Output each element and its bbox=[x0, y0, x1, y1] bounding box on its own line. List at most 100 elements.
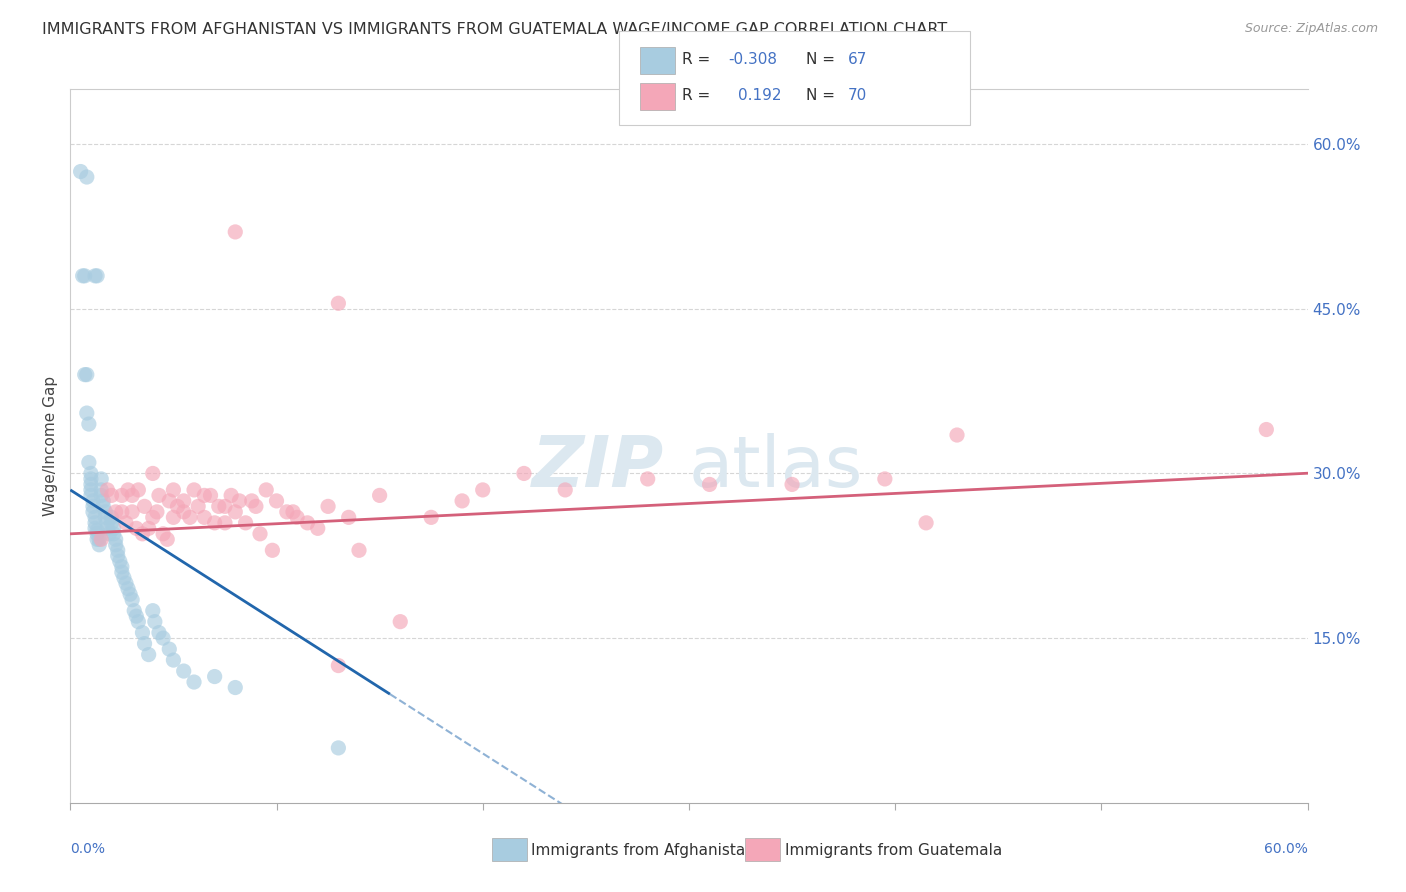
Point bbox=[471, 483, 494, 497]
Point bbox=[276, 505, 298, 519]
Point bbox=[82, 500, 104, 514]
Point bbox=[328, 296, 350, 310]
Text: Source: ZipAtlas.com: Source: ZipAtlas.com bbox=[1244, 22, 1378, 36]
Point bbox=[200, 488, 222, 502]
Point bbox=[307, 521, 329, 535]
Point bbox=[89, 538, 111, 552]
Point bbox=[86, 268, 108, 283]
Text: 0.0%: 0.0% bbox=[70, 842, 105, 856]
Point bbox=[157, 642, 180, 657]
Point bbox=[96, 521, 118, 535]
Point bbox=[513, 467, 536, 481]
Text: 67: 67 bbox=[848, 53, 868, 67]
Point bbox=[266, 494, 288, 508]
Point bbox=[104, 533, 127, 547]
Point bbox=[138, 521, 160, 535]
Point bbox=[262, 543, 284, 558]
Point bbox=[96, 516, 118, 530]
Point bbox=[245, 500, 267, 514]
Point bbox=[127, 615, 149, 629]
Point bbox=[146, 505, 169, 519]
Text: 70: 70 bbox=[848, 88, 868, 103]
Point bbox=[162, 483, 184, 497]
Point bbox=[254, 483, 277, 497]
Point bbox=[337, 510, 360, 524]
Point bbox=[115, 576, 138, 591]
Point bbox=[162, 653, 184, 667]
Point bbox=[285, 510, 308, 524]
Text: N =: N = bbox=[806, 53, 839, 67]
Point bbox=[156, 533, 179, 547]
Point bbox=[142, 604, 165, 618]
Point bbox=[131, 526, 153, 541]
Text: N =: N = bbox=[806, 88, 839, 103]
Point bbox=[90, 533, 112, 547]
Text: Immigrants from Afghanistan: Immigrants from Afghanistan bbox=[531, 843, 755, 857]
Point bbox=[347, 543, 370, 558]
Point bbox=[121, 488, 143, 502]
Text: -0.308: -0.308 bbox=[728, 53, 778, 67]
Point bbox=[73, 368, 96, 382]
Point bbox=[162, 510, 184, 524]
Point bbox=[69, 164, 91, 178]
Text: IMMIGRANTS FROM AFGHANISTAN VS IMMIGRANTS FROM GUATEMALA WAGE/INCOME GAP CORRELA: IMMIGRANTS FROM AFGHANISTAN VS IMMIGRANT… bbox=[42, 22, 948, 37]
Point bbox=[328, 658, 350, 673]
Point bbox=[82, 505, 104, 519]
Point bbox=[193, 510, 215, 524]
Point bbox=[183, 675, 205, 690]
Point bbox=[780, 477, 803, 491]
Point bbox=[77, 417, 100, 431]
Point bbox=[240, 494, 263, 508]
Text: ZIP: ZIP bbox=[531, 433, 664, 502]
Point bbox=[316, 500, 339, 514]
Point bbox=[297, 516, 319, 530]
Point bbox=[204, 516, 226, 530]
Point bbox=[117, 582, 139, 596]
Point bbox=[84, 268, 107, 283]
Point bbox=[86, 533, 108, 547]
Point bbox=[637, 472, 659, 486]
Point bbox=[121, 592, 143, 607]
Y-axis label: Wage/Income Gap: Wage/Income Gap bbox=[44, 376, 59, 516]
Point bbox=[152, 631, 174, 645]
Point bbox=[111, 566, 134, 580]
Point bbox=[224, 505, 246, 519]
Point bbox=[80, 477, 103, 491]
Point bbox=[90, 488, 112, 502]
Point bbox=[193, 488, 215, 502]
Point bbox=[143, 615, 166, 629]
Point bbox=[179, 510, 201, 524]
Point bbox=[111, 505, 134, 519]
Point bbox=[120, 587, 142, 601]
Point bbox=[148, 625, 170, 640]
Point bbox=[89, 533, 111, 547]
Point bbox=[214, 500, 236, 514]
Text: Immigrants from Guatemala: Immigrants from Guatemala bbox=[785, 843, 1002, 857]
Text: R =: R = bbox=[682, 53, 716, 67]
Point bbox=[76, 406, 98, 420]
Point bbox=[142, 467, 165, 481]
Point bbox=[104, 538, 127, 552]
Point bbox=[121, 505, 143, 519]
Point bbox=[699, 477, 721, 491]
Point bbox=[152, 526, 174, 541]
Point bbox=[100, 510, 122, 524]
Point bbox=[134, 500, 156, 514]
Point bbox=[946, 428, 969, 442]
Point bbox=[100, 516, 122, 530]
Point bbox=[94, 510, 117, 524]
Point bbox=[219, 488, 242, 502]
Point bbox=[96, 483, 118, 497]
Point bbox=[420, 510, 443, 524]
Point bbox=[125, 521, 148, 535]
Point bbox=[138, 648, 160, 662]
Text: 60.0%: 60.0% bbox=[1264, 842, 1308, 856]
Point bbox=[249, 526, 271, 541]
Point bbox=[173, 664, 195, 678]
Point bbox=[104, 505, 127, 519]
Point bbox=[873, 472, 896, 486]
Point bbox=[122, 604, 145, 618]
Point bbox=[112, 571, 135, 585]
Point bbox=[80, 472, 103, 486]
Point bbox=[111, 488, 134, 502]
